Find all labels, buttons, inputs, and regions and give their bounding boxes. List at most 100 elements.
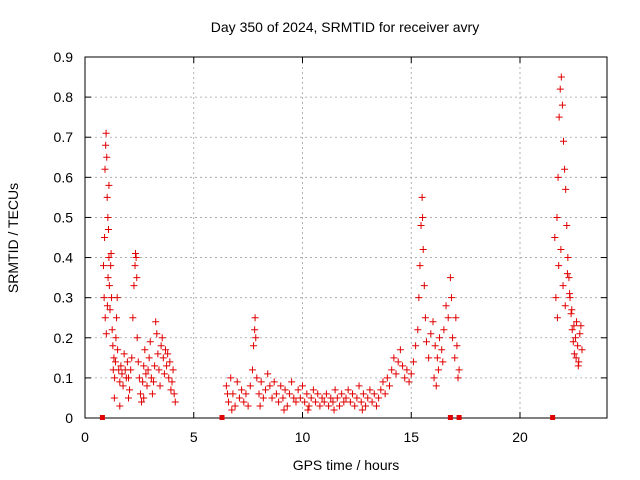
data-point <box>103 153 111 161</box>
data-point <box>577 322 585 330</box>
data-point <box>305 402 313 410</box>
data-point <box>248 366 256 374</box>
data-point <box>430 374 438 382</box>
data-point <box>135 374 143 382</box>
data-point <box>351 402 359 410</box>
data-point <box>138 398 146 406</box>
data-point <box>159 354 167 362</box>
data-point <box>431 342 439 350</box>
y-tick-label: 0.6 <box>54 169 74 185</box>
data-point <box>333 394 341 402</box>
data-point <box>320 398 328 406</box>
chart-title: Day 350 of 2024, SRMTID for receiver avr… <box>211 19 479 35</box>
data-point <box>561 302 569 310</box>
data-point <box>108 326 116 334</box>
data-point <box>454 374 462 382</box>
data-point <box>145 354 153 362</box>
y-tick-label: 0.2 <box>54 330 74 346</box>
data-point <box>160 370 168 378</box>
data-point <box>290 394 298 402</box>
data-point <box>416 262 424 270</box>
data-point <box>419 246 427 254</box>
x-tick-label: 20 <box>512 429 528 445</box>
data-point <box>390 354 398 362</box>
data-point <box>558 101 566 109</box>
data-point <box>116 402 124 410</box>
data-point <box>568 326 576 334</box>
data-point <box>103 302 111 310</box>
data-point <box>344 386 352 394</box>
data-point <box>223 390 231 398</box>
data-point <box>403 366 411 374</box>
y-tick-label: 0.7 <box>54 129 74 145</box>
data-point <box>438 346 446 354</box>
data-point <box>570 350 578 358</box>
data-point <box>136 390 144 398</box>
data-point <box>565 274 573 282</box>
data-point <box>349 390 357 398</box>
data-gap-marker <box>550 415 556 420</box>
data-point <box>414 326 422 334</box>
data-point <box>285 390 293 398</box>
data-point <box>131 262 139 270</box>
data-point <box>156 382 164 390</box>
data-point <box>148 390 156 398</box>
data-point <box>166 358 174 366</box>
data-point <box>325 402 333 410</box>
data-point <box>353 394 361 402</box>
data-point <box>161 346 169 354</box>
data-point <box>107 262 115 270</box>
data-point <box>294 386 302 394</box>
x-tick-label: 5 <box>190 429 198 445</box>
data-point <box>244 402 252 410</box>
data-point <box>238 386 246 394</box>
data-point <box>225 398 233 406</box>
data-point <box>262 386 270 394</box>
data-point <box>379 378 387 386</box>
data-point <box>117 362 125 370</box>
data-point <box>152 318 160 326</box>
data-point <box>370 390 378 398</box>
data-point <box>104 213 112 221</box>
data-point <box>283 402 291 410</box>
data-point <box>557 73 565 81</box>
data-point <box>256 402 264 410</box>
data-point <box>429 318 437 326</box>
data-point <box>264 370 272 378</box>
data-point <box>233 378 241 386</box>
data-point <box>259 394 267 402</box>
data-point <box>569 338 577 346</box>
data-point <box>316 402 324 410</box>
data-point <box>304 406 312 414</box>
data-point <box>434 366 442 374</box>
data-point <box>127 366 135 374</box>
data-point <box>154 350 162 358</box>
data-point <box>257 378 265 386</box>
data-point <box>309 386 317 394</box>
data-point <box>559 282 567 290</box>
data-point <box>436 334 444 342</box>
data-point <box>104 225 112 233</box>
data-point <box>375 394 383 402</box>
y-tick-label: 0.9 <box>54 49 74 65</box>
data-point <box>447 294 455 302</box>
data-point <box>227 374 235 382</box>
data-point <box>407 370 415 378</box>
data-point <box>167 386 175 394</box>
data-point <box>101 314 109 322</box>
data-point <box>120 350 128 358</box>
data-point <box>564 254 572 262</box>
data-point <box>235 394 243 402</box>
data-point <box>281 386 289 394</box>
data-point <box>118 370 126 378</box>
y-tick-label: 0.4 <box>54 250 74 266</box>
data-point <box>147 374 155 382</box>
y-tick-label: 0.8 <box>54 89 74 105</box>
data-point <box>358 406 366 414</box>
data-point <box>146 338 154 346</box>
data-point <box>444 314 452 322</box>
data-point <box>242 390 250 398</box>
x-tick-label: 10 <box>295 429 311 445</box>
data-point <box>106 306 114 314</box>
data-point <box>277 382 285 390</box>
